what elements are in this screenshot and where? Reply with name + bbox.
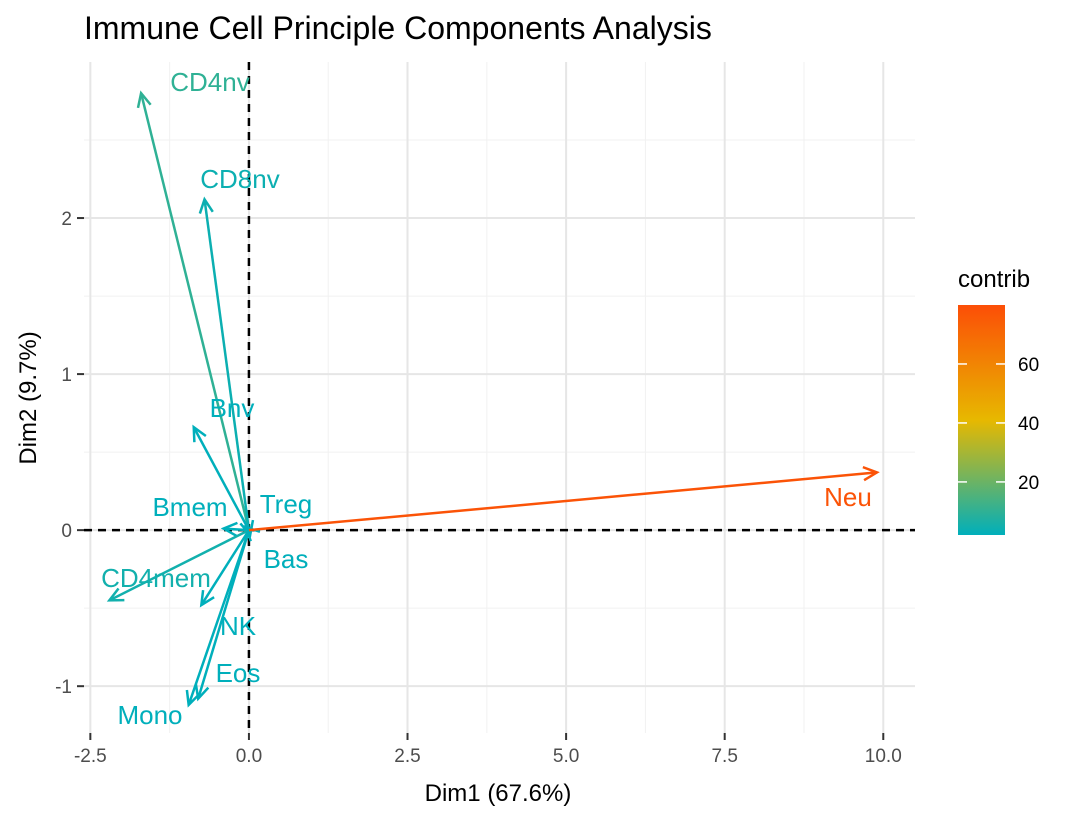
legend-tick-label: 60 <box>1018 355 1039 376</box>
arrow-shaft <box>139 92 251 531</box>
x-tick-label: 2.5 <box>394 746 420 767</box>
legend-colorbar <box>958 305 1005 535</box>
arrow-head <box>192 424 207 443</box>
arrow-shaft <box>108 529 250 602</box>
label-bmem: Bmem <box>152 492 227 522</box>
grid-minor <box>84 62 915 733</box>
arrow-head <box>136 90 152 109</box>
arrow-head <box>198 196 214 214</box>
arrow-head <box>185 689 201 708</box>
arrow-shaft <box>200 529 250 606</box>
variable-arrows <box>106 90 880 708</box>
arrow-head <box>194 683 210 702</box>
y-axis-label: Dim2 (9.7%) <box>15 331 42 464</box>
arrow-head <box>862 465 880 482</box>
y-tick-label: -1 <box>55 677 72 698</box>
arrow-mono <box>185 529 251 708</box>
label-cd4nv: CD4nv <box>170 67 249 97</box>
grid-major <box>84 62 915 733</box>
y-tick-label: 1 <box>61 365 72 386</box>
variable-labels: CD4nv CD8nv Bnv Bmem Treg Bas CD4mem NK Eos Mono N… <box>101 67 872 730</box>
label-treg: Treg <box>260 489 313 519</box>
arrow-head <box>199 589 215 608</box>
label-neu: Neu <box>824 482 872 512</box>
label-bnv: Bnv <box>210 393 255 423</box>
arrow-shaft <box>203 199 251 531</box>
legend-tick-label: 20 <box>1018 473 1039 494</box>
x-tick-label: 7.5 <box>711 746 737 767</box>
label-nk: NK <box>220 611 257 641</box>
x-tick-label: 0.0 <box>236 746 262 767</box>
x-axis-label: Dim1 (67.6%) <box>425 780 572 807</box>
arrow-shaft <box>187 529 251 706</box>
reference-lines <box>84 62 915 733</box>
legend-tick-label: 40 <box>1018 414 1039 435</box>
x-tick-label: -2.5 <box>74 746 107 767</box>
arrow-shaft <box>248 471 878 532</box>
arrow-cd4mem <box>106 529 250 602</box>
y-tick-label: 2 <box>61 209 72 230</box>
legend-title: contrib <box>958 266 1030 293</box>
arrow-bnv <box>192 424 251 531</box>
legend-ticks: 20 40 60 <box>958 355 1039 494</box>
chart-title: Immune Cell Principle Components Analysi… <box>84 10 712 46</box>
label-mono: Mono <box>117 700 182 730</box>
arrow-cd8nv <box>198 196 251 531</box>
x-axis-ticks: -2.5 0.0 2.5 5.0 7.5 10.0 <box>74 733 902 767</box>
arrow-neu <box>248 465 880 532</box>
arrow-nk <box>199 529 250 608</box>
arrow-head <box>220 521 238 538</box>
x-tick-label: 10.0 <box>865 746 902 767</box>
y-tick-label: 0 <box>61 521 72 542</box>
arrow-head <box>106 587 125 602</box>
label-bas: Bas <box>264 544 309 574</box>
label-cd4mem: CD4mem <box>101 563 211 593</box>
arrow-head <box>239 519 255 538</box>
label-cd8nv: CD8nv <box>200 164 279 194</box>
arrow-shaft <box>192 426 251 531</box>
contrib-legend: contrib 20 40 60 <box>958 266 1039 535</box>
y-axis-ticks: -1 0 1 2 <box>55 209 84 698</box>
label-eos: Eos <box>216 658 261 688</box>
x-tick-label: 5.0 <box>553 746 579 767</box>
arrow-cd4nv <box>136 90 251 531</box>
